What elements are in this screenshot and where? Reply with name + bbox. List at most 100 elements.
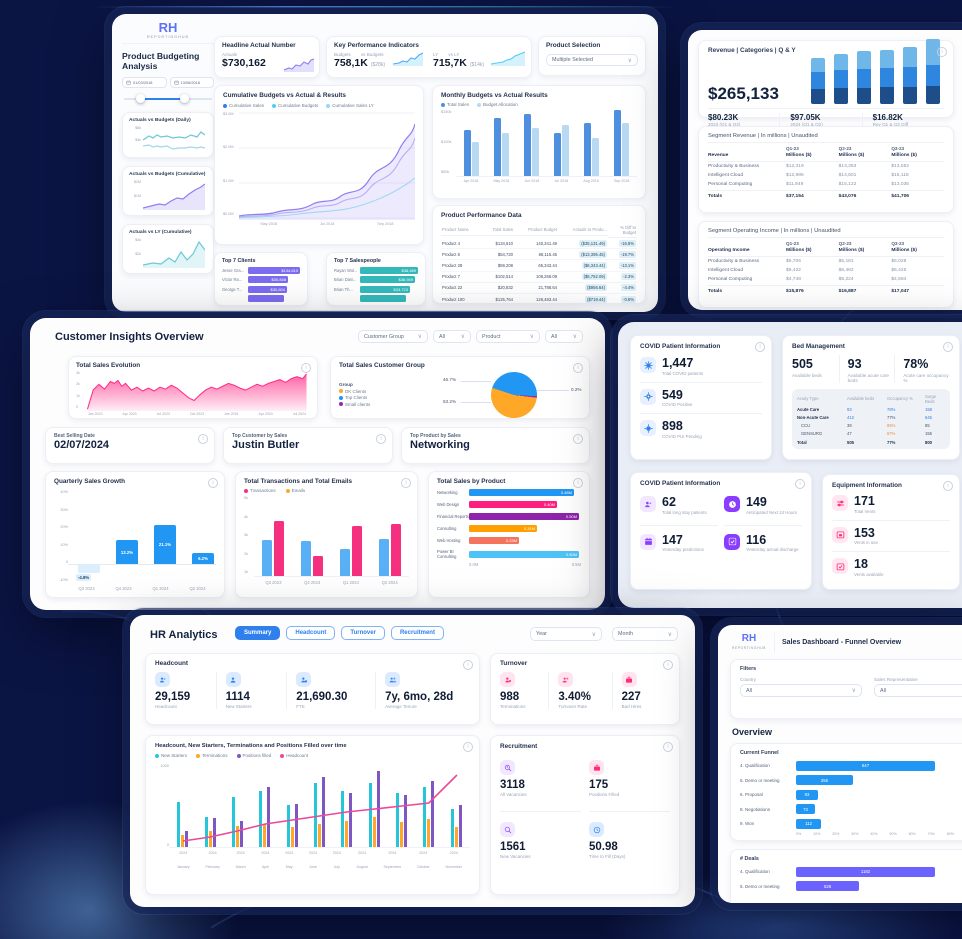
bed-management-card: Bed Management i 505 Available beds 93 Ava… bbox=[782, 335, 960, 460]
slider-handle-right[interactable] bbox=[180, 94, 189, 103]
top-salespeople-card: Top 7 Salespeople Rayan Wol... $38,489 Br… bbox=[326, 252, 426, 306]
kpi-ly: LY vs LY 715,7K ($14k) bbox=[425, 51, 525, 69]
date-range-slider[interactable] bbox=[122, 94, 214, 104]
segment-operating-income-card: Segment Operating Income | In millions |… bbox=[698, 221, 954, 308]
slider-handle-left[interactable] bbox=[136, 94, 145, 103]
tab-headcount[interactable]: Headcount bbox=[286, 626, 336, 640]
kpi-card: Key Performance Indicators Budgets vs Bud… bbox=[326, 36, 532, 78]
tab-recruitment[interactable]: Recruitment bbox=[390, 626, 444, 640]
tab-summary[interactable]: Summary bbox=[235, 626, 281, 640]
info-icon[interactable]: i bbox=[401, 478, 411, 488]
customer-group-pie: 46.7% 0.2% 53.2% bbox=[403, 371, 581, 418]
headcount-card: Headcount i 29,159 Headcount 1114 New Star… bbox=[145, 653, 480, 725]
revenue-stats: $80.23K 2023 (Q1 & Q2) $97.05K 2024 (Q1 & … bbox=[708, 108, 944, 127]
customer-group-value[interactable]: All ∨ bbox=[433, 330, 471, 343]
dashboard-sales-funnel: RH REPORTINGHUB Sales Dashboard - Funnel… bbox=[718, 625, 962, 903]
info-icon[interactable]: i bbox=[937, 47, 947, 57]
quarterly-sales-growth-card: Quarterly Sales Growth i 40% 30% 20% 10% 0 -1… bbox=[45, 471, 225, 598]
tab-turnover[interactable]: Turnover bbox=[341, 626, 385, 640]
reportinghub-logo: RH REPORTINGHUB bbox=[122, 21, 214, 39]
person-minus-icon bbox=[500, 672, 515, 687]
logo-text: RH bbox=[122, 21, 214, 34]
info-icon[interactable]: i bbox=[943, 342, 953, 352]
briefcase-icon bbox=[589, 760, 604, 775]
clock-icon bbox=[724, 496, 740, 512]
search-person-icon bbox=[500, 760, 515, 775]
check-square-icon bbox=[724, 533, 740, 550]
info-icon[interactable]: i bbox=[376, 434, 386, 444]
virus-pending-icon bbox=[640, 420, 656, 436]
hr-bars bbox=[169, 763, 470, 848]
top-customer-card: Top Customer by Sales i Justin Butler bbox=[223, 427, 393, 464]
info-icon[interactable]: i bbox=[573, 478, 583, 488]
actuals-value: $730,162 bbox=[222, 57, 266, 69]
date-from-input[interactable]: 01/03/2018 bbox=[122, 77, 167, 88]
segment-revenue-card: Segment Revenue | In millions | Unaudite… bbox=[698, 126, 954, 213]
sales-evolution-area-chart bbox=[86, 373, 307, 411]
transactions-bars bbox=[254, 496, 409, 577]
best-selling-date-card: Best Selling Date i 02/07/2024 bbox=[45, 427, 215, 464]
recruitment-card: Recruitment i 3118 All Vacancies 175 Posit… bbox=[490, 735, 680, 895]
calendar-in-use-icon bbox=[832, 526, 848, 543]
tab-bar: Summary Headcount Turnover Recruitment bbox=[235, 626, 444, 640]
deco-top-glow-line bbox=[95, 6, 675, 8]
headcount-line bbox=[182, 774, 458, 842]
reportinghub-logo: RH REPORTINGHUB bbox=[732, 633, 767, 650]
hr-combo-chart-card: Headcount, New Starters, Terminations an… bbox=[145, 735, 480, 895]
info-icon[interactable]: i bbox=[208, 478, 218, 488]
current-funnel-card: Current Funnel 4. Qualification 647 5. De… bbox=[730, 743, 962, 841]
info-icon[interactable]: i bbox=[573, 363, 583, 373]
segment-operating-income-table: Q1-23 Q2-23 Q3-23 Operating Income Millions… bbox=[708, 238, 944, 297]
deals-bars: 4. Qualification 1182 5. Demo or meeting 5… bbox=[740, 866, 962, 891]
dashboard-revenue-segments: Revenue | Categories | Q & Y i $265,133 … bbox=[688, 30, 962, 310]
month-select[interactable]: Month ∨ bbox=[612, 627, 678, 641]
calendar-icon bbox=[126, 80, 131, 85]
page-title: Product Budgeting Analysis bbox=[122, 51, 200, 71]
date-to-input[interactable]: 13/06/2018 bbox=[169, 77, 214, 88]
product-bars: Networking 0.48M Web Design 0.40M Financia… bbox=[437, 489, 581, 567]
search-icon bbox=[500, 822, 515, 837]
hr-x-labels: 2024 January 2024 February 2024 March 2024 A… bbox=[176, 851, 463, 869]
top-customer-value: Justin Butler bbox=[232, 439, 300, 451]
info-icon[interactable]: i bbox=[663, 742, 673, 752]
person-clock-icon bbox=[296, 672, 312, 687]
covid-patient-info-card: COVID Patient Information i 1,447 Total C… bbox=[630, 335, 772, 460]
year-select[interactable]: Year ∨ bbox=[530, 627, 602, 641]
calendar-icon bbox=[173, 80, 179, 85]
revenue-total: $265,133 bbox=[708, 84, 779, 103]
info-icon[interactable]: i bbox=[573, 434, 583, 444]
page-title: HR Analytics bbox=[150, 629, 218, 641]
info-icon[interactable]: i bbox=[943, 481, 953, 491]
covid-patient-info-2-card: COVID Patient Information i 62 Total long… bbox=[630, 472, 812, 590]
headline-actual-number-card: Headline Actual Number Actuals $730,162 bbox=[214, 36, 320, 78]
pie-chart[interactable] bbox=[491, 372, 537, 418]
dashboard-hospital-covid: COVID Patient Information i 1,447 Total C… bbox=[618, 322, 962, 608]
country-select[interactable]: All ∨ bbox=[740, 684, 862, 697]
vents-icon bbox=[832, 495, 848, 511]
info-icon[interactable]: i bbox=[755, 342, 765, 352]
calendar-available-icon bbox=[832, 558, 848, 574]
customer-group-filter[interactable]: Customer Group ∨ bbox=[358, 330, 428, 343]
info-icon[interactable]: i bbox=[198, 434, 208, 444]
product-filter[interactable]: Product ∨ bbox=[476, 330, 540, 343]
info-icon[interactable]: i bbox=[301, 363, 311, 373]
info-icon[interactable]: i bbox=[795, 479, 805, 489]
info-icon[interactable]: i bbox=[663, 660, 673, 670]
mini-chart-ly: Actuals vs LY (Cumulative) $4k $2k bbox=[122, 224, 214, 274]
sales-rep-select[interactable]: All∨ bbox=[874, 684, 962, 697]
top-product-card: Top Product by Sales i Networking bbox=[401, 427, 590, 464]
monthly-chart-card: Monthly Budgets vs Actual Results Total … bbox=[432, 85, 646, 199]
virus-icon bbox=[640, 357, 656, 373]
people-icon bbox=[155, 672, 170, 687]
product-selection-dropdown[interactable]: Multiple Selected ∨ bbox=[546, 54, 638, 66]
patients-icon bbox=[640, 496, 656, 512]
product-filter-value[interactable]: All ∨ bbox=[545, 330, 583, 343]
info-icon[interactable]: i bbox=[463, 742, 473, 752]
person-icon bbox=[225, 672, 241, 687]
virus-positive-icon bbox=[640, 388, 656, 405]
total-sales-customer-group-card: Total Sales Customer Group i Group DK Cl… bbox=[330, 356, 590, 419]
dashboard-hr-analytics: HR Analytics Summary Headcount Turnover … bbox=[130, 615, 695, 907]
best-selling-date-value: 02/07/2024 bbox=[54, 439, 110, 451]
pie-legend: Group DK Clients Top Clients Small clien… bbox=[339, 381, 371, 407]
info-icon[interactable]: i bbox=[463, 660, 473, 670]
